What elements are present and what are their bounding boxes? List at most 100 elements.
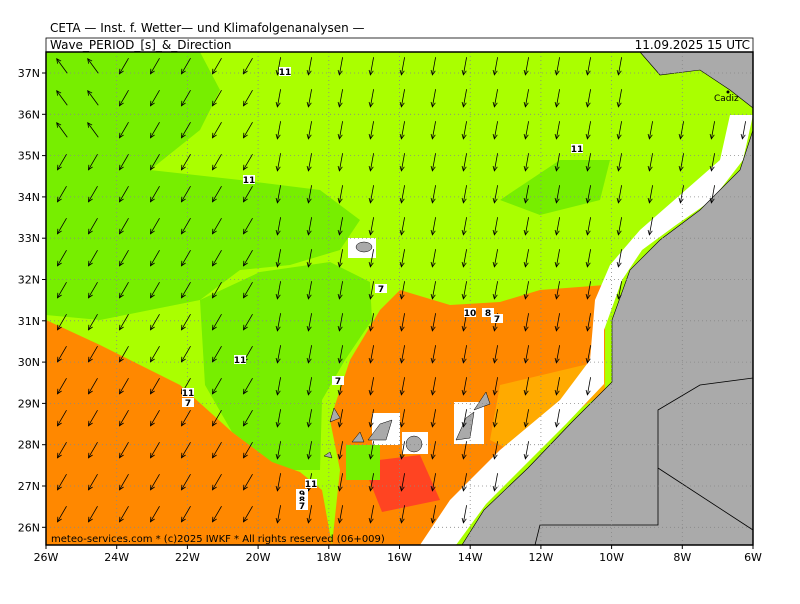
arrow: [180, 186, 191, 203]
arrow-shaft: [308, 345, 312, 363]
arrow-shaft: [339, 249, 343, 267]
arrow: [118, 218, 129, 235]
arrow-head: [180, 196, 186, 203]
arrow-head: [337, 197, 343, 204]
arrow-head: [430, 165, 436, 172]
arrow-head: [368, 229, 374, 236]
arrow-shaft: [463, 57, 467, 75]
arrow-shaft: [680, 153, 684, 171]
arrow: [242, 90, 253, 107]
lat-label: 28N: [18, 439, 40, 452]
arrow-head: [337, 517, 343, 524]
arrow-shaft: [618, 281, 622, 299]
arrow: [242, 154, 253, 171]
arrow-head: [523, 101, 529, 108]
arrow-shaft: [339, 409, 343, 427]
arrow: [306, 121, 312, 140]
arrow-shaft: [277, 441, 281, 459]
arrow: [399, 249, 405, 268]
arrow-head: [306, 165, 312, 172]
arrow: [554, 409, 560, 428]
arrow-head: [430, 261, 436, 268]
arrow: [118, 506, 129, 523]
arrow-shaft: [212, 442, 222, 458]
lon-label: 14W: [458, 551, 483, 564]
arrow-shaft: [57, 186, 67, 202]
arrow-shaft: [308, 185, 312, 203]
arrow-shaft: [432, 57, 436, 75]
arrow-shaft: [463, 345, 467, 363]
arrow-shaft: [57, 442, 67, 458]
arrow: [87, 154, 98, 171]
arrow: [337, 249, 343, 268]
contour-label: 11: [243, 176, 256, 186]
arrow-shaft: [339, 345, 343, 363]
arrow-shaft: [618, 217, 622, 235]
arrow-head: [180, 452, 186, 459]
field-red: [362, 455, 440, 512]
arrow-head: [554, 133, 560, 140]
contour-label-bg: [243, 175, 255, 184]
arrow-shaft: [556, 249, 560, 267]
arrow: [180, 346, 191, 363]
arrow-shaft: [525, 281, 529, 299]
arrow-head: [149, 420, 155, 427]
arrow-shaft: [556, 409, 560, 427]
arrow-head: [118, 356, 124, 363]
arrow-shaft: [243, 122, 253, 138]
arrow-head: [337, 69, 343, 76]
arrow: [180, 154, 191, 171]
contour-label: 10: [464, 309, 477, 319]
arrow-head: [118, 388, 124, 395]
arrow-shaft: [212, 154, 222, 170]
arrow-shaft: [525, 249, 529, 267]
arrow-head: [87, 388, 93, 395]
arrow: [118, 250, 129, 267]
arrow-shaft: [119, 474, 129, 490]
arrow-head: [211, 484, 217, 491]
lon-label: 8W: [673, 551, 691, 564]
arrow-shaft: [587, 89, 591, 107]
arrow-head: [554, 293, 560, 300]
arrow-shaft: [556, 185, 560, 203]
arrow-head: [211, 388, 217, 395]
arrow-shaft: [88, 218, 98, 234]
field-orange: [46, 320, 332, 545]
arrow: [275, 409, 281, 428]
arrow: [678, 153, 684, 172]
arrow-shaft: [277, 249, 281, 267]
arrow: [180, 250, 191, 267]
lat-label: 31N: [18, 315, 40, 328]
arrow-head: [492, 133, 498, 140]
arrow-head: [149, 356, 155, 363]
contour-label: 7: [299, 502, 305, 512]
arrow-shaft: [150, 474, 160, 490]
arrow: [492, 89, 498, 108]
arrow-head: [56, 452, 62, 459]
arrow-head: [242, 516, 248, 523]
arrow-head: [616, 165, 622, 172]
arrow: [523, 345, 529, 364]
arrow-head: [306, 293, 312, 300]
arrow-shaft: [181, 506, 191, 522]
arrow-head: [554, 165, 560, 172]
arrow-head: [242, 228, 248, 235]
arrow: [149, 410, 160, 427]
arrow-head: [56, 356, 62, 363]
arrow-head: [180, 484, 186, 491]
arrow-head: [368, 517, 374, 524]
arrow-shaft: [212, 314, 222, 330]
arrow-shaft: [212, 90, 222, 106]
arrow-head: [337, 101, 343, 108]
arrow-head: [554, 325, 560, 332]
contour-label-bg: [571, 144, 583, 153]
arrow-shaft: [370, 377, 374, 395]
arrow: [554, 89, 560, 108]
arrow: [709, 153, 715, 172]
arrow-shaft: [370, 441, 374, 459]
arrow: [492, 473, 498, 492]
arrow-shaft: [432, 249, 436, 267]
arrow-head: [647, 197, 653, 204]
arrow-head: [56, 420, 62, 427]
